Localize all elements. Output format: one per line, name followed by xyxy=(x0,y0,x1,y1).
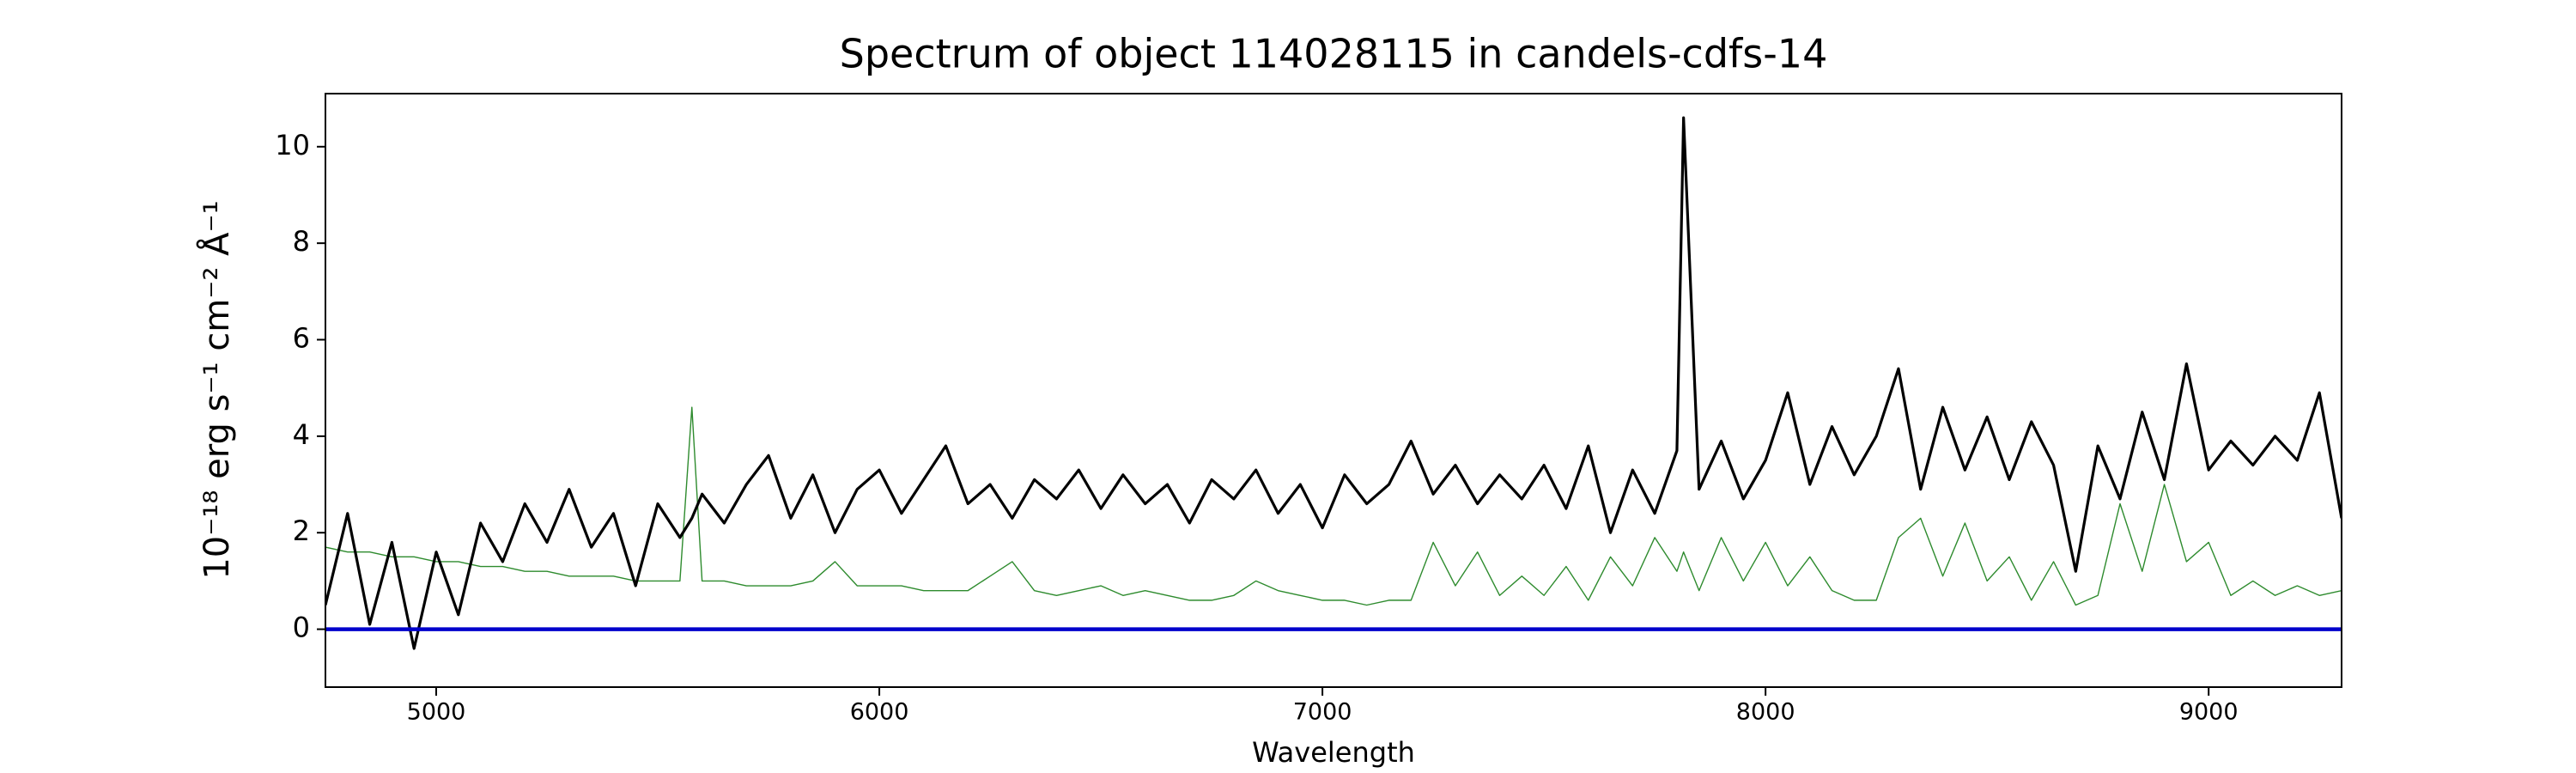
x-tick-label: 6000 xyxy=(850,699,909,726)
spectrum-line xyxy=(325,406,2342,606)
spectrum-line xyxy=(325,116,2342,650)
y-tick-label: 2 xyxy=(293,514,310,547)
x-tick-label: 5000 xyxy=(407,699,466,726)
plot-area xyxy=(325,116,2342,650)
y-tick-label: 8 xyxy=(293,225,310,258)
y-tick-label: 0 xyxy=(293,612,310,644)
y-tick-label: 6 xyxy=(293,322,310,355)
x-tick-label: 8000 xyxy=(1736,699,1795,726)
chart-title: Spectrum of object 114028115 in candels-… xyxy=(840,31,1828,77)
plot-frame xyxy=(325,93,2342,688)
x-axis-label: Wavelength xyxy=(1252,736,1415,769)
x-tick-label: 7000 xyxy=(1293,699,1352,726)
y-tick-label: 10 xyxy=(275,129,310,161)
x-tick-label: 9000 xyxy=(2179,699,2239,726)
y-axis-label: 10⁻¹⁸ erg s⁻¹ cm⁻² Å⁻¹ xyxy=(196,200,237,579)
y-tick-label: 4 xyxy=(293,418,310,451)
